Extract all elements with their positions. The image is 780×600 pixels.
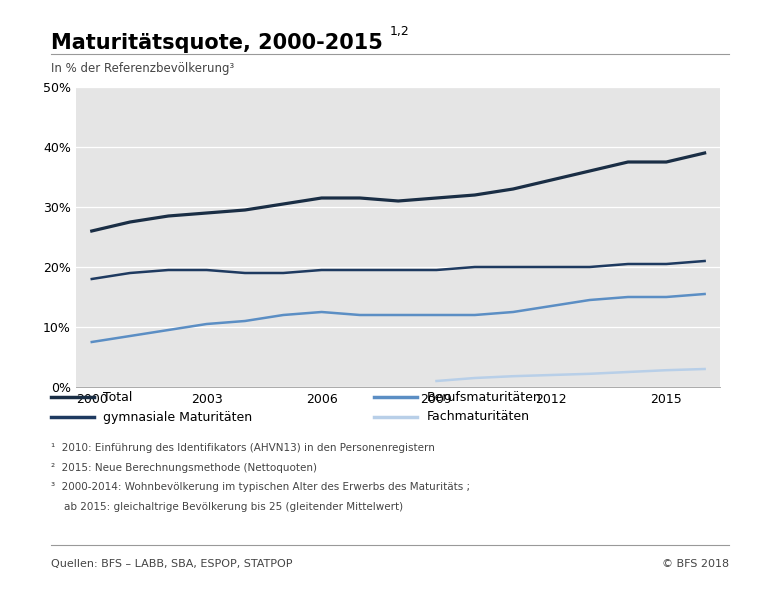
Text: Total: Total <box>103 391 133 404</box>
Text: ³  2000-2014: Wohnbevölkerung im typischen Alter des Erwerbs des Maturitäts ;: ³ 2000-2014: Wohnbevölkerung im typische… <box>51 482 470 493</box>
Text: Berufsmaturitäten: Berufsmaturitäten <box>427 391 541 404</box>
Text: ab 2015: gleichaltrige Bevölkerung bis 25 (gleitender Mittelwert): ab 2015: gleichaltrige Bevölkerung bis 2… <box>51 502 402 512</box>
Text: © BFS 2018: © BFS 2018 <box>662 559 729 569</box>
Text: ¹  2010: Einführung des Identifikators (AHVN13) in den Personenregistern: ¹ 2010: Einführung des Identifikators (A… <box>51 443 434 453</box>
Text: 1,2: 1,2 <box>390 25 410 38</box>
Text: Maturitätsquote, 2000-2015: Maturitätsquote, 2000-2015 <box>51 33 382 53</box>
Text: Quellen: BFS – LABB, SBA, ESPOP, STATPOP: Quellen: BFS – LABB, SBA, ESPOP, STATPOP <box>51 559 292 569</box>
Text: gymnasiale Maturitäten: gymnasiale Maturitäten <box>103 410 252 424</box>
Text: ²  2015: Neue Berechnungsmethode (Nettoquoten): ² 2015: Neue Berechnungsmethode (Nettoqu… <box>51 463 317 473</box>
Text: Fachmaturitäten: Fachmaturitäten <box>427 410 530 424</box>
Text: In % der Referenzbevölkerung³: In % der Referenzbevölkerung³ <box>51 62 234 75</box>
